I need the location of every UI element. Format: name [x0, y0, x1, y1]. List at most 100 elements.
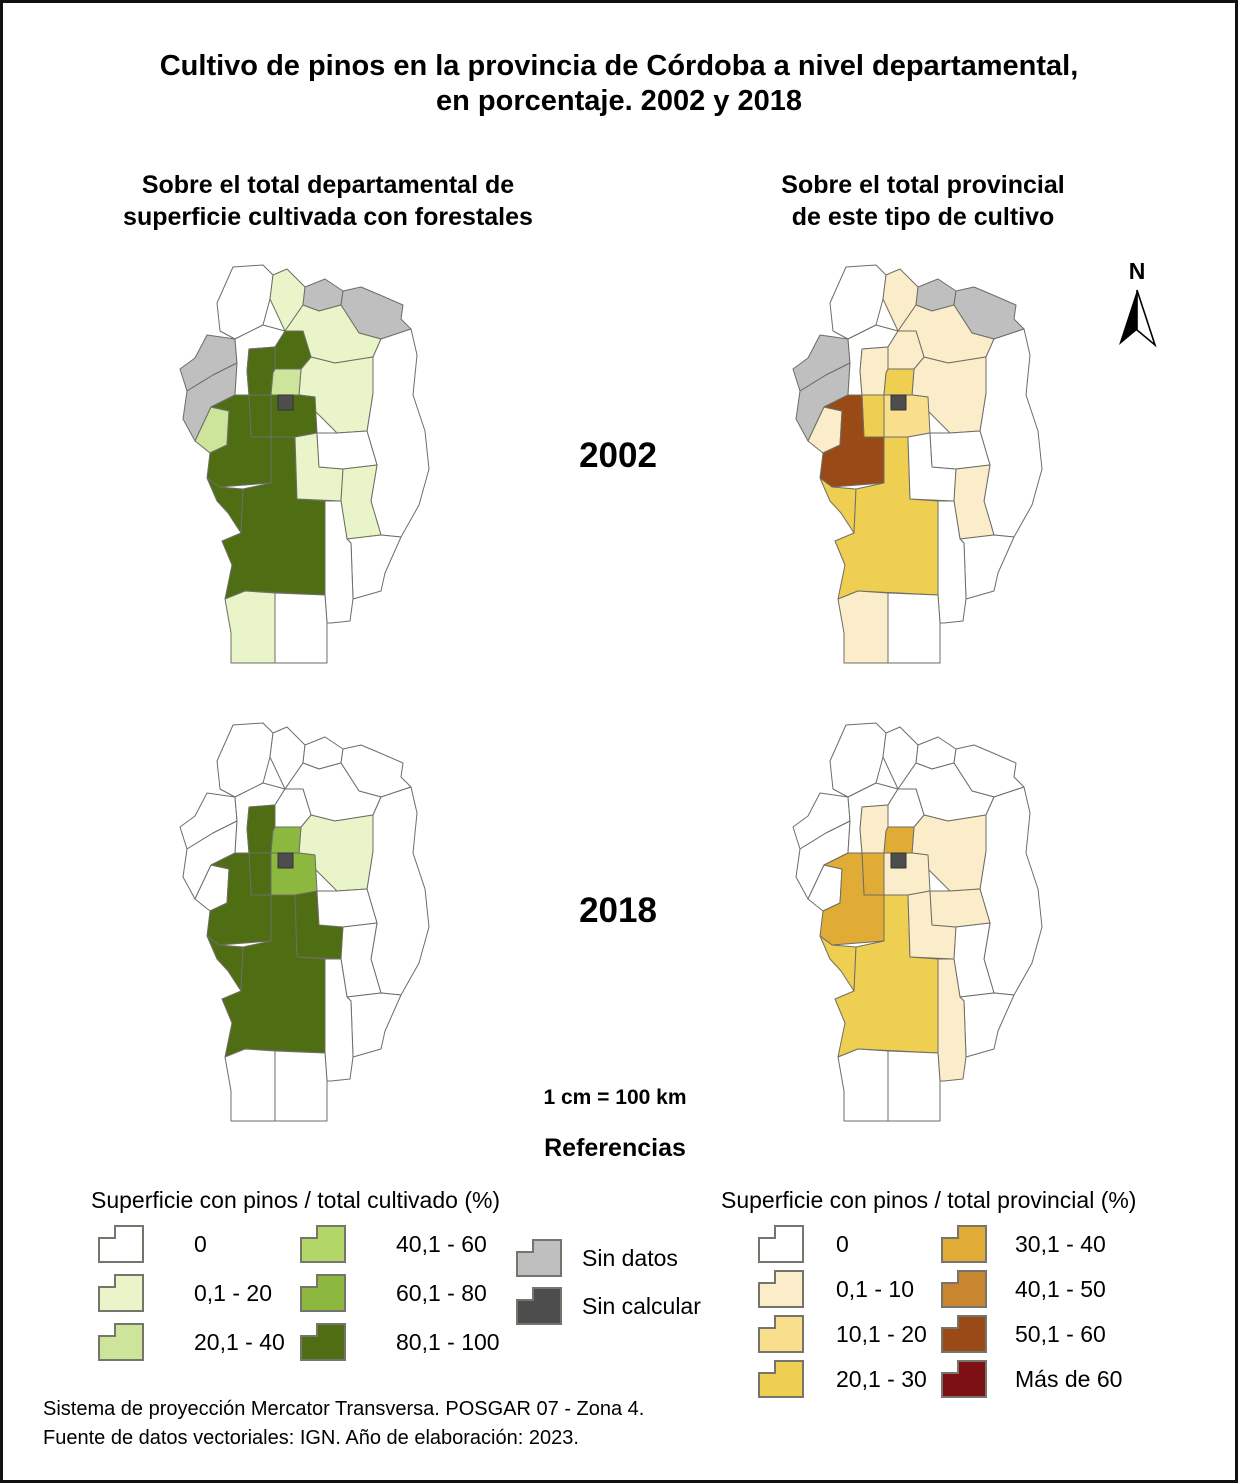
- references-title: Referencias: [544, 1134, 686, 1162]
- year-label-2018: 2018: [579, 891, 657, 930]
- legend-item: 20,1 - 40: [98, 1323, 285, 1361]
- legend-right-title: Superficie con pinos / total provincial …: [721, 1187, 1137, 1213]
- map-region-r14: [270, 826, 302, 854]
- legend-swatch-icon: [941, 1225, 987, 1263]
- map-region-r15: [890, 852, 907, 869]
- map-region-r06: [979, 786, 1043, 996]
- legend-label: 0: [836, 1230, 849, 1257]
- legend-swatch-icon: [98, 1323, 144, 1361]
- map-region-r11: [246, 346, 276, 396]
- column-header-provincial-line1: Sobre el total provincial: [781, 171, 1065, 199]
- legend-item: 20,1 - 30: [758, 1360, 927, 1398]
- column-header-departamental-line2: superficie cultivada con forestales: [123, 203, 533, 231]
- legend-swatch-icon: [758, 1360, 804, 1398]
- legend-label: 20,1 - 40: [194, 1328, 285, 1355]
- map-region-r14: [883, 826, 915, 854]
- legend-item: 0,1 - 20: [98, 1274, 285, 1312]
- map-region-r21: [316, 888, 378, 928]
- legend-item: 40,1 - 50: [941, 1270, 1122, 1308]
- legend-label: Sin datos: [582, 1244, 678, 1271]
- footer-line1: Sistema de proyección Mercator Transvers…: [43, 1398, 645, 1420]
- legend-swatch-icon: [941, 1315, 987, 1353]
- page-title-line2: en porcentaje. 2002 y 2018: [436, 85, 802, 118]
- map-region-r25: [837, 1048, 889, 1122]
- map-region-r21: [929, 888, 991, 928]
- map-region-r12: [861, 394, 885, 438]
- map-region-r25: [224, 590, 276, 664]
- choropleth-map-departamental-2018: [179, 722, 430, 1122]
- map-region-r23: [959, 992, 1015, 1058]
- page-title-line1: Cultivo de pinos en la provincia de Córd…: [159, 50, 1079, 82]
- legend-label: 0: [194, 1230, 207, 1257]
- map-region-r11: [859, 346, 889, 396]
- legend-right-col2: 30,1 - 40 40,1 - 50 50,1 - 60 Más de 60: [941, 1225, 1122, 1398]
- map-region-r17: [206, 394, 272, 488]
- legend-label: 50,1 - 60: [1015, 1320, 1106, 1347]
- map-region-r26: [274, 1050, 328, 1122]
- map-region-r14: [883, 368, 915, 396]
- legend-swatch-icon: [300, 1274, 346, 1312]
- legend-swatch-icon: [300, 1225, 346, 1263]
- map-region-r12: [861, 852, 885, 896]
- legend-left-col2: 40,1 - 60 60,1 - 80 80,1 - 100: [300, 1225, 500, 1361]
- page-title: Cultivo de pinos en la provincia de Córd…: [3, 49, 1235, 120]
- legend-item: 0,1 - 10: [758, 1270, 927, 1308]
- legend-item: 30,1 - 40: [941, 1225, 1122, 1263]
- legend-label: 80,1 - 100: [396, 1328, 500, 1355]
- legend-label: 0,1 - 20: [194, 1279, 272, 1306]
- map-region-r25: [837, 590, 889, 664]
- legend-label: 0,1 - 10: [836, 1275, 914, 1302]
- legend-label: Sin calcular: [582, 1292, 701, 1319]
- map-region-r15: [277, 394, 294, 411]
- map-region-r21: [316, 430, 378, 470]
- map-region-r23: [346, 534, 402, 600]
- map-region-r26: [274, 592, 328, 664]
- choropleth-map-departamental-2002: [179, 264, 430, 664]
- legend-swatch-icon: [758, 1225, 804, 1263]
- map-region-r06: [979, 328, 1043, 538]
- column-header-departamental-line1: Sobre el total departamental de: [141, 171, 515, 199]
- map-region-r06: [366, 328, 430, 538]
- legend-item: 40,1 - 60: [300, 1225, 500, 1263]
- map-region-r17: [206, 852, 272, 946]
- legend-item: 80,1 - 100: [300, 1323, 500, 1361]
- legend-swatch-icon: [758, 1270, 804, 1308]
- legend-label: 30,1 - 40: [1015, 1230, 1106, 1257]
- map-region-r15: [890, 394, 907, 411]
- legend-label: 20,1 - 30: [836, 1365, 927, 1392]
- map-region-r23: [346, 992, 402, 1058]
- map-region-r11: [246, 804, 276, 854]
- legend-label: 40,1 - 60: [396, 1230, 487, 1257]
- map-region-r14: [270, 368, 302, 396]
- map-region-r23: [959, 534, 1015, 600]
- legend-left-title: Superficie con pinos / total cultivado (…: [91, 1187, 501, 1213]
- scale-text: 1 cm = 100 km: [543, 1086, 687, 1109]
- choropleth-map-provincial-2002: [792, 264, 1043, 664]
- legend-item: 50,1 - 60: [941, 1315, 1122, 1353]
- legend-label: Más de 60: [1015, 1365, 1123, 1392]
- north-arrow-label: N: [1128, 258, 1146, 284]
- north-arrow-icon: [1119, 289, 1157, 348]
- legend-swatch-icon: [516, 1287, 562, 1325]
- map-region-r26: [887, 1050, 941, 1122]
- column-header-departamental: Sobre el total departamental de superfic…: [78, 169, 578, 233]
- legend-swatch-icon: [941, 1360, 987, 1398]
- legend-item: 0: [758, 1225, 927, 1263]
- map-region-r12: [248, 852, 272, 896]
- legend-item: 10,1 - 20: [758, 1315, 927, 1353]
- map-region-r11: [859, 804, 889, 854]
- map-region-r21: [929, 430, 991, 470]
- year-label-2002: 2002: [579, 436, 657, 475]
- legend-left-col1: 0 0,1 - 20 20,1 - 40: [98, 1225, 285, 1361]
- footer-line2: Fuente de datos vectoriales: IGN. Año de…: [43, 1427, 579, 1449]
- legend-swatch-icon: [758, 1315, 804, 1353]
- map-region-r06: [366, 786, 430, 996]
- legend-item: 0: [98, 1225, 285, 1263]
- legend-swatch-icon: [98, 1225, 144, 1263]
- legend-label: 60,1 - 80: [396, 1279, 487, 1306]
- footer-note: Sistema de proyección Mercator Transvers…: [43, 1395, 943, 1453]
- map-region-r17: [819, 852, 885, 946]
- choropleth-map-provincial-2018: [792, 722, 1043, 1122]
- legend-swatch-icon: [941, 1270, 987, 1308]
- map-region-r25: [224, 1048, 276, 1122]
